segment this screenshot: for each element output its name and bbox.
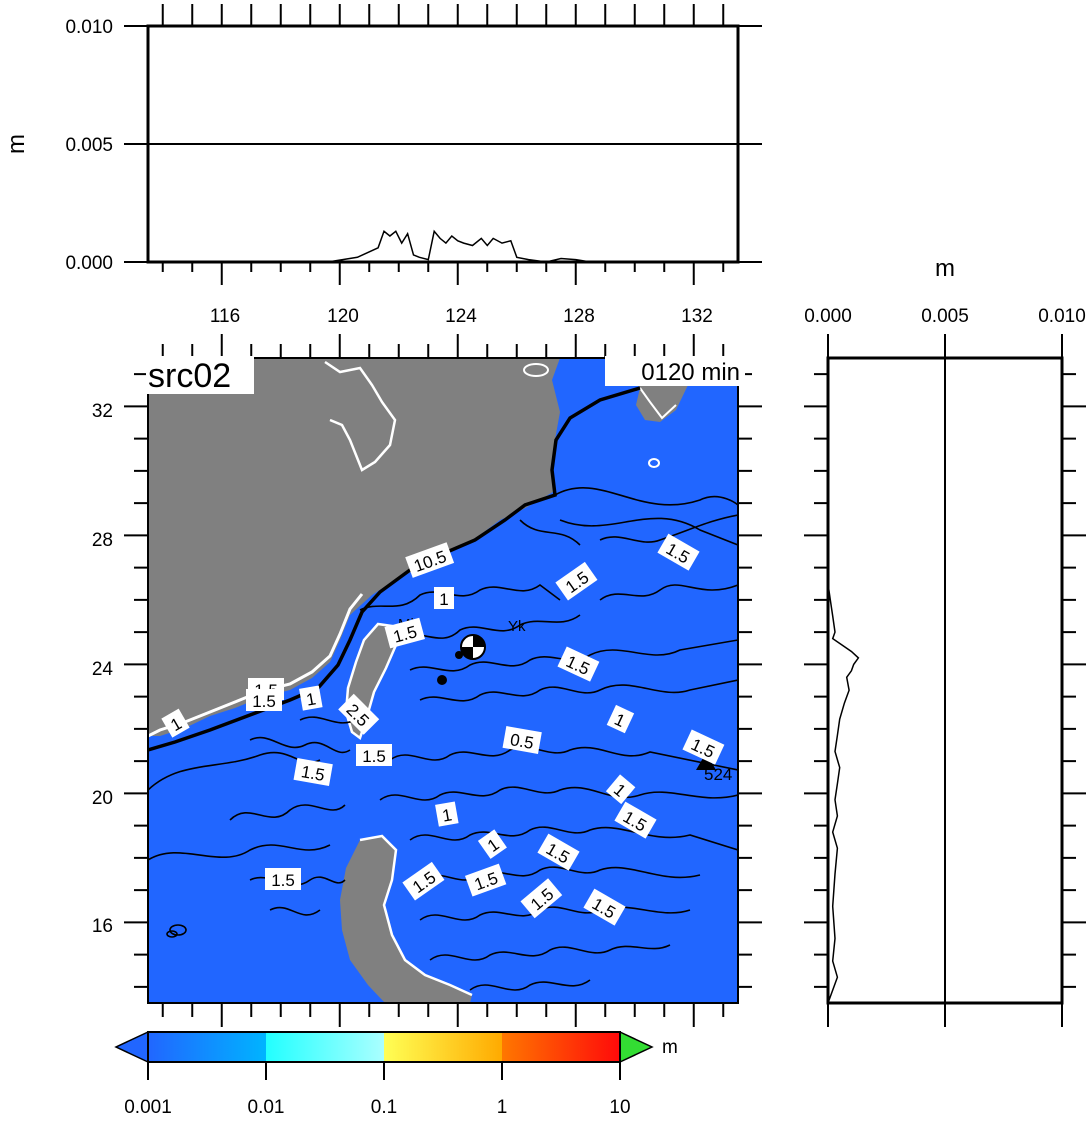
contour-label: 1.5 xyxy=(271,871,295,890)
top-xtick-label: 128 xyxy=(563,306,595,327)
top-y-axis-title: m xyxy=(3,134,30,154)
contour-label: 1 xyxy=(305,689,318,709)
top-profile-ticks xyxy=(124,4,762,285)
mainland-china-landmass xyxy=(148,358,560,736)
station-triangle xyxy=(696,753,716,770)
top-ytick-label: 0.000 xyxy=(65,253,113,274)
panel-label: src02 xyxy=(148,357,231,395)
top-xtick-label: 120 xyxy=(327,306,359,327)
china-coastline-north xyxy=(324,360,397,472)
contour-label: 1.5 xyxy=(362,747,386,766)
panel-label-box xyxy=(146,356,254,394)
luzon-coastline xyxy=(359,834,473,997)
colorbar-segment xyxy=(148,1032,266,1062)
colorbar-ticks xyxy=(147,1062,621,1080)
station-marker xyxy=(455,651,463,659)
top-ytick-label: 0.010 xyxy=(65,17,113,38)
time-label: 0120 min xyxy=(641,359,740,386)
lat-tick-label: 16 xyxy=(92,916,113,937)
right-profile-line xyxy=(827,583,860,1004)
lat-tick-label: 32 xyxy=(92,401,113,422)
right-profile-frame xyxy=(826,356,1064,1005)
contour-label: 1 xyxy=(441,805,454,825)
colorbar-over-arrow xyxy=(619,1030,654,1064)
top-xtick-label: 116 xyxy=(210,306,240,327)
colorbar-under-arrow xyxy=(114,1030,149,1064)
contour-label: 1 xyxy=(439,590,448,609)
lat-tick-label: 20 xyxy=(92,788,113,809)
contour-label: 1.5 xyxy=(252,692,276,711)
colorbar: 0.001 0.01 0.1 1 10 m xyxy=(114,1030,678,1118)
colorbar-tick-label: 0.01 xyxy=(248,1097,285,1118)
epicenter-beachball xyxy=(460,634,486,660)
island-outline xyxy=(523,363,549,377)
top-xtick-label: 124 xyxy=(445,306,477,327)
epicenter-dot xyxy=(437,675,447,685)
time-label-box xyxy=(605,356,745,386)
right-xtick-label: 0.010 xyxy=(1038,306,1086,327)
lat-tick-label: 28 xyxy=(92,530,113,551)
contour-label: 0.5 xyxy=(509,730,536,753)
map-panel: Mi Yk 524 10.5 1 1.5 1.5 1.5 1.5 1.5 1 1… xyxy=(92,334,762,1027)
colorbar-tick-label: 10 xyxy=(609,1097,630,1118)
korea-coastline xyxy=(639,387,677,420)
top-xtick-label: 132 xyxy=(681,306,713,327)
map-ticks xyxy=(124,334,762,1027)
lat-tick-label: 24 xyxy=(92,659,114,680)
right-profile-ticks xyxy=(804,334,1086,1027)
map-frame xyxy=(147,357,739,1004)
station-label-yk: Yk xyxy=(508,618,526,635)
top-ytick-label: 0.005 xyxy=(65,135,113,156)
top-profile-line xyxy=(148,229,738,263)
top-profile-panel: 0.010 0.005 0.000 m 116 120 124 128 132 xyxy=(3,4,762,327)
colorbar-tick-label: 1 xyxy=(497,1097,508,1118)
colorbar-segment xyxy=(384,1032,502,1062)
right-profile-panel: m 0.000 0.005 0.010 xyxy=(804,255,1086,1027)
small-contour-islands xyxy=(166,924,187,938)
colorbar-segment xyxy=(266,1032,384,1062)
contour-labels: 10.5 1 1.5 1.5 1.5 1.5 1.5 1 1.5 1 2.5 1… xyxy=(161,533,725,926)
station-label-524: 524 xyxy=(704,765,732,784)
colorbar-tick-label: 0.1 xyxy=(371,1097,397,1118)
colorbar-tick-label: 0.001 xyxy=(124,1097,172,1118)
right-x-axis-title: m xyxy=(935,255,955,282)
right-xtick-label: 0.005 xyxy=(921,306,969,327)
colorbar-segment xyxy=(502,1032,620,1062)
colorbar-unit: m xyxy=(662,1037,678,1058)
right-xtick-label: 0.000 xyxy=(804,306,852,327)
luzon-landmass xyxy=(340,836,472,1003)
top-profile-frame xyxy=(146,24,740,264)
contour-label: 1.5 xyxy=(300,762,327,785)
island-outline xyxy=(648,458,660,468)
